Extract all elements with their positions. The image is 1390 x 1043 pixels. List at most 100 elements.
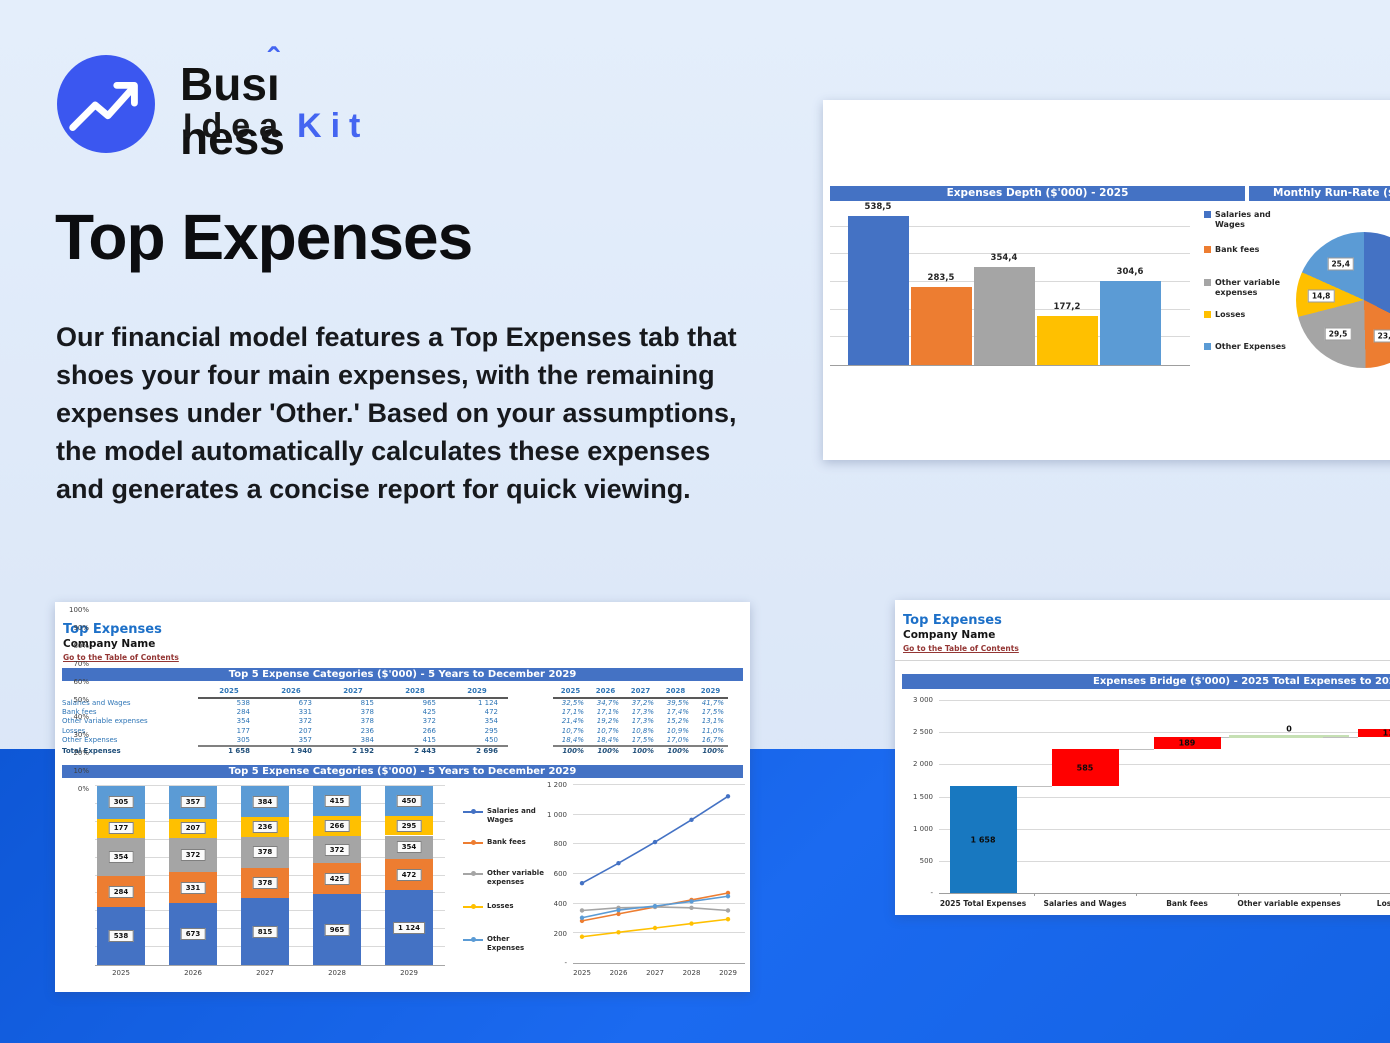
table-cell: 673 xyxy=(298,699,312,707)
bar-value-label: 283,5 xyxy=(927,272,955,283)
waterfall-bar xyxy=(949,786,1017,893)
table-cell: 17,5% xyxy=(701,708,724,717)
table-row: Bank fees 284 331 378 425 472 17,1% 17,1% 17,3% 1… xyxy=(62,708,728,717)
gridline xyxy=(939,700,1390,701)
y-tick-label: 10% xyxy=(73,767,89,776)
table-cell: 2025 xyxy=(553,685,588,699)
x-tick-label: 2028 xyxy=(682,969,701,977)
segment-value-label: 295 xyxy=(396,819,422,832)
legend-item: Salaries and Wages xyxy=(463,807,549,824)
connector-line xyxy=(1118,748,1154,750)
logo-circle xyxy=(57,55,155,153)
y-tick-label: 1 200 xyxy=(546,781,567,789)
x-category-label: Bank fees xyxy=(1166,899,1208,908)
y-tick-label: 500 xyxy=(919,856,933,865)
table-of-contents-link[interactable]: Go to the Table of Contents xyxy=(63,653,179,662)
table-cell: 10,8% xyxy=(631,726,654,735)
bar-value-label: 1 658 xyxy=(970,835,996,845)
table-cell: Total Expenses xyxy=(62,746,121,755)
segment-value-label: 236 xyxy=(252,821,278,833)
table-cell: Losses xyxy=(62,726,86,735)
legend-label: Bank fees xyxy=(487,838,526,846)
table-cell: 32,5% xyxy=(561,699,584,707)
legend-marker xyxy=(463,838,483,847)
y-tick-label: 200 xyxy=(553,929,567,938)
table-cell: 378 xyxy=(360,708,374,717)
waterfall-bar xyxy=(1051,748,1119,787)
table-cell: 2028 xyxy=(658,685,693,699)
legend-label: Other variable expenses xyxy=(1215,278,1281,297)
table-cell: 100% xyxy=(588,744,623,757)
bar xyxy=(911,286,972,365)
table-row: Salaries and Wages 538 673 815 965 1 124 32,5%… xyxy=(62,698,728,708)
bar xyxy=(1037,315,1098,365)
table-cell: 18,4% xyxy=(561,735,584,744)
x-tick-label: 2027 xyxy=(256,969,274,977)
table-cell: Other Expenses xyxy=(62,736,118,745)
segment-value-label: 378 xyxy=(252,876,278,889)
y-tick-label: 2 000 xyxy=(912,760,933,769)
table-cell: 2027 xyxy=(623,685,658,699)
axis-tick xyxy=(1340,893,1341,896)
segment-value-label: 378 xyxy=(252,846,278,859)
segment-value-label: 305 xyxy=(108,796,134,809)
segment-value-label: 538 xyxy=(108,929,134,942)
table-cell: 39,5% xyxy=(666,699,689,707)
table-cell: 1 124 xyxy=(477,699,498,707)
table-cell: 357 xyxy=(298,735,312,744)
bar-value-label: 354,4 xyxy=(990,252,1018,263)
legend-item: Bank fees xyxy=(463,838,526,847)
table-cell xyxy=(508,698,553,708)
pie-chart-header: Monthly Run-Rate ($'000 xyxy=(1249,186,1390,201)
bar-value-label: 304,6 xyxy=(1116,266,1144,277)
gridline xyxy=(939,796,1390,798)
segment-value-label: 673 xyxy=(180,927,206,940)
table-cell: 17,5% xyxy=(631,735,654,744)
table-cell xyxy=(508,685,553,698)
legend-swatch xyxy=(1204,279,1211,286)
table-of-contents-link[interactable]: Go to the Table of Contents xyxy=(903,644,1019,653)
legend-item: Other Expenses xyxy=(1204,342,1286,352)
table-cell: 2 192 xyxy=(322,744,384,757)
legend-swatch xyxy=(1204,246,1211,253)
table-cell: 295 xyxy=(484,726,498,735)
segment-value-label: 207 xyxy=(180,822,206,835)
gridline xyxy=(939,860,1390,862)
pie-slice-label: 23,6 xyxy=(1373,329,1390,343)
y-tick-label: 50% xyxy=(73,695,89,704)
table-cell: 1 940 xyxy=(260,744,322,757)
data-point xyxy=(725,890,731,896)
gridline xyxy=(573,843,745,845)
brand-name-line2: Idea Kit xyxy=(183,107,370,145)
segment-value-label: 284 xyxy=(108,885,134,898)
y-tick-label: 30% xyxy=(73,731,89,740)
table-cell xyxy=(508,746,553,756)
bar-value-label: 585 xyxy=(1076,763,1094,773)
data-point xyxy=(579,918,585,924)
table-row: Total Expenses 1 658 1 940 2 192 2 443 2 696 1… xyxy=(62,744,728,757)
bar xyxy=(974,266,1035,365)
x-tick-label: 2025 xyxy=(112,969,130,977)
table-cell: 2026 xyxy=(588,685,623,699)
line-series xyxy=(581,795,729,884)
segment-value-label: 425 xyxy=(324,872,350,885)
table-cell: 2026 xyxy=(260,685,322,699)
table-cell xyxy=(508,717,553,726)
table-cell: 177 xyxy=(236,726,250,735)
divider-line xyxy=(895,660,1390,661)
bar-value-label: 177,2 xyxy=(1053,301,1081,312)
segment-value-label: 384 xyxy=(252,795,278,808)
circumflex-accent: ˆ xyxy=(267,42,279,80)
y-tick-label: 1 000 xyxy=(546,810,567,819)
y-tick-label: - xyxy=(564,959,567,968)
bar-chart-header: Expenses Depth ($'000) - 2025 xyxy=(830,186,1245,201)
table-row: Other variable expenses 354 372 378 372 354 21… xyxy=(62,717,728,726)
legend-marker xyxy=(463,902,483,911)
legend-item: Salaries and Wages xyxy=(1204,210,1300,229)
table-section-header: Top 5 Expense Categories ($'000) - 5 Yea… xyxy=(62,668,743,681)
bar xyxy=(1100,280,1161,365)
table-cell: 415 xyxy=(422,735,436,744)
table-cell: 100% xyxy=(623,744,658,757)
legend-item: Losses xyxy=(463,902,514,911)
y-tick-label: 90% xyxy=(73,623,89,632)
